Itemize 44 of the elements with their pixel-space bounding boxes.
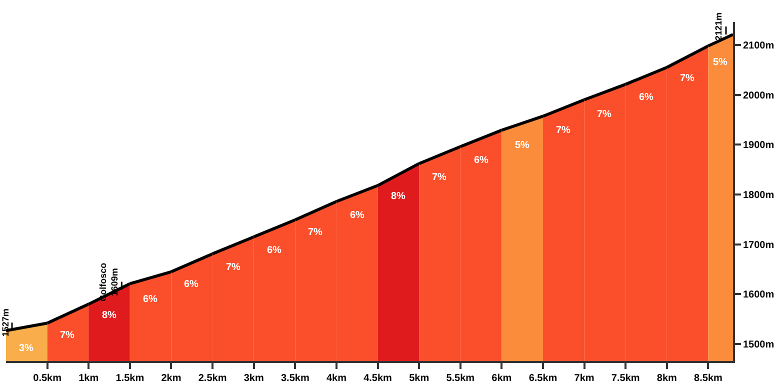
annotation: 6% <box>639 92 654 103</box>
annotation: 7% <box>680 73 695 84</box>
x-tick-label: 2km <box>161 373 182 384</box>
y-tick-label: 2000m <box>743 90 774 102</box>
x-tick-label: 6.5km <box>528 373 558 384</box>
x-tick-label: 0.5km <box>33 373 62 384</box>
x-tick-label: 7.5km <box>611 373 640 384</box>
x-tick-label: 5km <box>409 373 430 384</box>
y-tick-label: 2100m <box>743 40 774 52</box>
x-tick-label: 7km <box>574 373 594 384</box>
x-tick-label: 5.5km <box>446 373 475 384</box>
x-tick-label: 1km <box>78 373 99 384</box>
x-tick-label: 3km <box>244 373 264 384</box>
annotation: 8% <box>391 191 406 202</box>
annotation: 6% <box>267 245 282 256</box>
annotation: 7% <box>60 330 75 341</box>
x-tick-label: 4km <box>326 373 347 384</box>
x-tick-label: 2.5km <box>198 373 227 384</box>
x-tick-label: 6km <box>492 373 512 384</box>
x-tick-label: 4.5km <box>364 373 392 384</box>
annotation: 7% <box>597 109 612 120</box>
y-tick-label: 1600m <box>743 290 774 301</box>
annotation: 8% <box>102 310 117 321</box>
annotation: 5% <box>713 57 728 68</box>
y-tick-label: 1700m <box>743 240 774 251</box>
annotation: 6% <box>350 210 365 221</box>
annotation: 1527m <box>0 308 10 337</box>
x-tick-label: 8km <box>656 373 678 384</box>
annotation: 6% <box>474 155 489 166</box>
annotation: 5% <box>515 140 530 151</box>
y-tick-label: 1800m <box>743 190 774 201</box>
annotation: 7% <box>432 172 447 183</box>
y-tick-label: 1500m <box>743 340 774 351</box>
annotation: 7% <box>308 227 323 238</box>
annotation: 7% <box>226 262 241 273</box>
annotation: 2121m <box>714 12 724 40</box>
annotation: 7% <box>556 125 571 136</box>
x-tick-label: 1.5km <box>116 373 144 384</box>
x-tick-label: 8.5km <box>694 373 723 384</box>
annotation: 3% <box>19 343 34 354</box>
annotation: 6% <box>143 294 158 305</box>
annotation: 6% <box>184 279 199 290</box>
y-tick-label: 1900m <box>743 140 774 152</box>
x-tick-label: 3.5km <box>280 373 310 384</box>
